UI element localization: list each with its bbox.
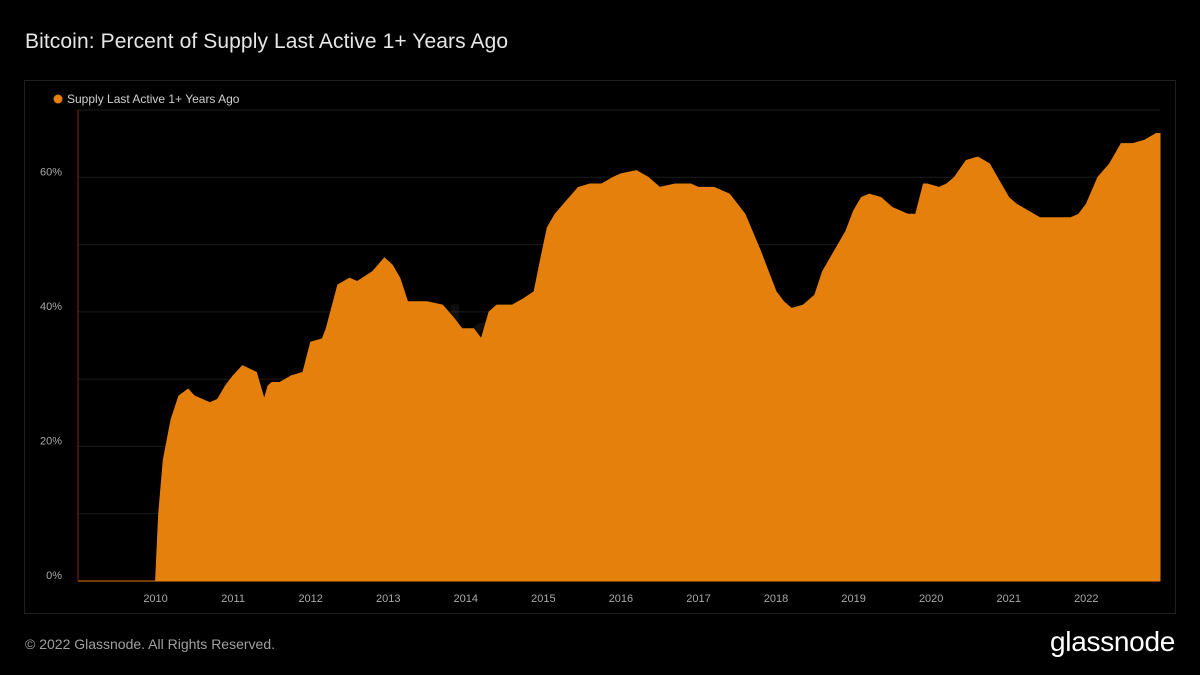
x-tick-label: 2021 [997,593,1021,605]
x-tick-label: 2020 [919,593,943,605]
x-tick-label: 2011 [221,593,245,605]
x-tick-label: 2016 [609,593,633,605]
y-tick-label: 40% [40,301,62,313]
x-tick-label: 2012 [298,593,322,605]
chart-frame [24,80,1176,614]
x-tick-label: 2018 [764,593,788,605]
y-tick-label: 20% [40,435,62,447]
series-area-supply-last-active [78,133,1161,582]
copyright-text: © 2022 Glassnode. All Rights Reserved. [25,636,276,652]
x-tick-label: 2015 [531,593,555,605]
x-tick-label: 2022 [1074,593,1098,605]
chart-title: Bitcoin: Percent of Supply Last Active 1… [25,30,509,53]
legend-label: Supply Last Active 1+ Years Ago [67,92,240,106]
legend-marker [53,94,63,104]
x-tick-label: 2017 [686,593,710,605]
x-tick-label: 2013 [376,593,400,605]
x-tick-label: 2019 [841,593,865,605]
glassnode-logo: glassnode [1050,626,1175,657]
y-tick-label: 60% [40,166,62,178]
x-tick-label: 2010 [143,593,167,605]
y-tick-label: 0% [46,570,62,582]
x-tick-label: 2014 [454,593,478,605]
